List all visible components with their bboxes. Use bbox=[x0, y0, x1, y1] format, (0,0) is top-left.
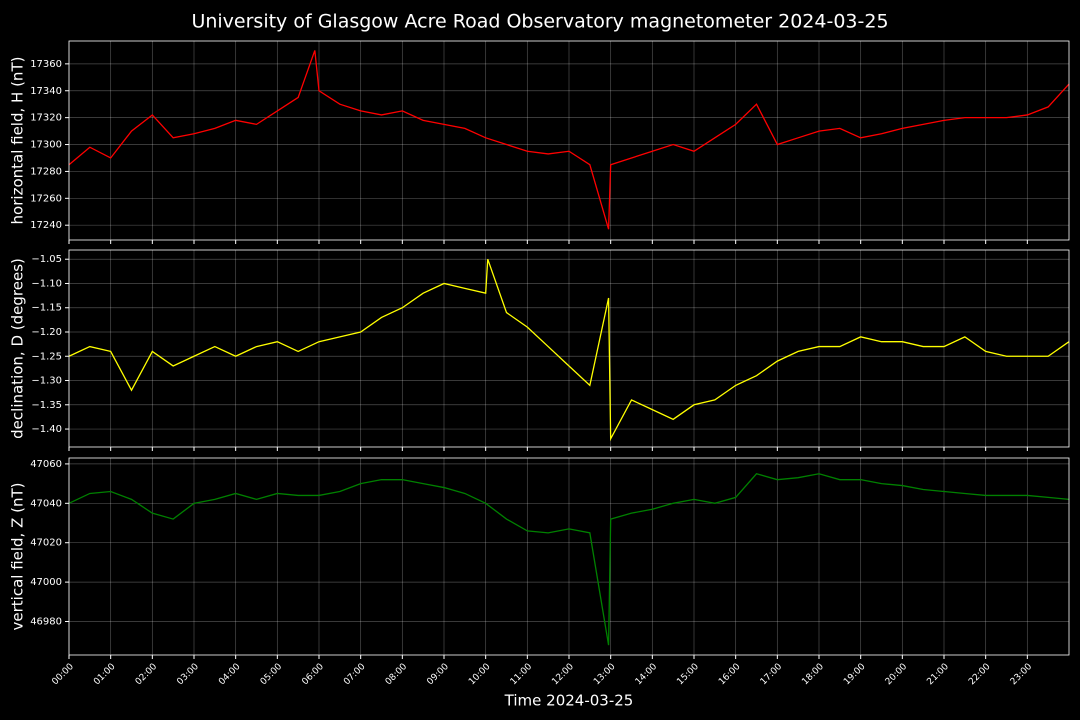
y-tick-label: 17320 bbox=[30, 113, 62, 124]
y-tick-label: 47000 bbox=[30, 577, 62, 588]
y-axis-label: vertical field, Z (nT) bbox=[9, 482, 27, 630]
y-axis-label: horizontal field, H (nT) bbox=[9, 57, 27, 225]
data-line bbox=[68, 473, 1070, 646]
y-tick-label: −1.10 bbox=[31, 278, 62, 289]
y-tick-label: −1.20 bbox=[31, 327, 62, 338]
y-tick-label: −1.25 bbox=[31, 351, 62, 362]
y-tick-label: −1.30 bbox=[31, 376, 62, 387]
y-tick-label: 46980 bbox=[30, 617, 62, 628]
plot-frame bbox=[68, 40, 1070, 241]
y-tick-label: 17340 bbox=[30, 86, 62, 97]
y-tick-label: 17280 bbox=[30, 166, 62, 177]
y-tick-label: −1.35 bbox=[31, 400, 62, 411]
y-tick-label: 17260 bbox=[30, 193, 62, 204]
y-tick-label: 47040 bbox=[30, 498, 62, 509]
data-line bbox=[68, 259, 1070, 442]
y-tick-label: 47060 bbox=[30, 459, 62, 470]
y-tick-label: −1.05 bbox=[31, 254, 62, 265]
chart-title: University of Glasgow Acre Road Observat… bbox=[191, 11, 888, 33]
y-tick-label: 17300 bbox=[30, 140, 62, 151]
plot-frame bbox=[68, 249, 1070, 448]
y-tick-label: −1.15 bbox=[31, 303, 62, 314]
plot-frame bbox=[68, 457, 1070, 656]
y-tick-label: 47020 bbox=[30, 538, 62, 549]
y-tick-label: 17240 bbox=[30, 220, 62, 231]
y-axis-label: declination, D (degrees) bbox=[9, 258, 27, 439]
data-line bbox=[68, 50, 1070, 230]
x-axis-label: Time 2024-03-25 bbox=[504, 692, 634, 710]
y-tick-label: 17360 bbox=[30, 59, 62, 70]
y-tick-label: −1.40 bbox=[31, 424, 62, 435]
